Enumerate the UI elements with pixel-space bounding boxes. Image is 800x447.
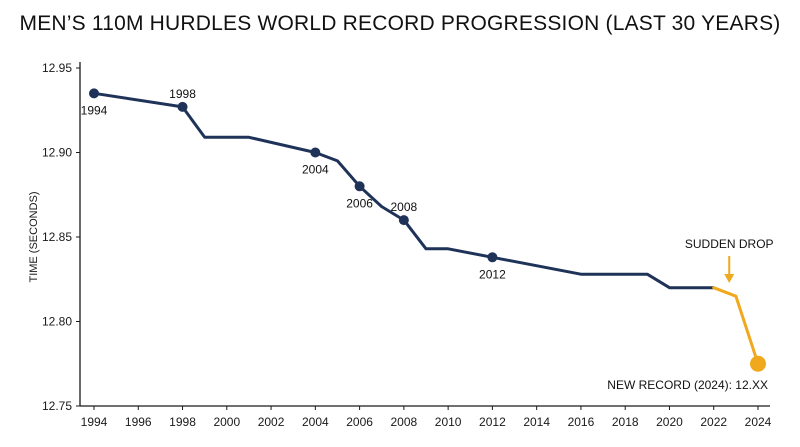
x-tick-label: 2006	[346, 415, 373, 429]
x-tick-label: 1996	[125, 415, 152, 429]
data-point-marker	[89, 88, 99, 99]
y-tick-label: 12.75	[42, 399, 72, 413]
chart-title: MEN’S 110M HURDLES WORLD RECORD PROGRESS…	[19, 12, 781, 35]
x-tick-label: 2016	[568, 415, 595, 429]
y-tick-label: 12.90	[42, 146, 72, 160]
x-tick-label: 1998	[169, 415, 196, 429]
y-tick-label: 12.80	[42, 315, 72, 329]
x-tick-label: 2024	[745, 415, 772, 429]
sudden-drop-line	[712, 286, 760, 366]
data-point-marker	[354, 181, 365, 192]
x-tick-label: 2008	[391, 415, 418, 429]
data-point-marker	[487, 252, 498, 263]
data-point-label: 2012	[479, 267, 506, 281]
x-tick-label: 2002	[258, 415, 285, 429]
y-tick-label: 12.85	[42, 230, 72, 244]
x-tick-label: 2022	[700, 415, 727, 429]
record-progression-line	[92, 91, 716, 290]
data-point-label: 1998	[169, 87, 196, 101]
sudden-drop-label: SUDDEN DROP	[685, 237, 774, 251]
x-tick-label: 2012	[479, 415, 506, 429]
new-record-label: NEW RECORD (2024): 12.XX	[607, 378, 768, 392]
data-point-marker	[177, 101, 188, 112]
x-tick-label: 2010	[435, 415, 462, 429]
x-tick-label: 2000	[213, 415, 240, 429]
sudden-drop-arrow-icon	[724, 274, 735, 283]
x-tick-label: 2004	[302, 415, 329, 429]
x-tick-label: 2020	[656, 415, 683, 429]
data-point-label: 2006	[346, 196, 373, 210]
data-point-label: 1994	[81, 103, 108, 117]
data-point-marker	[310, 147, 321, 158]
x-tick-label: 1994	[81, 415, 108, 429]
new-record-marker	[750, 355, 766, 372]
y-axis-title: TIME (SECONDS)	[28, 191, 40, 282]
data-point-marker	[398, 215, 409, 226]
data-point-label: 2004	[302, 163, 329, 177]
data-point-label: 2008	[391, 200, 418, 214]
x-tick-label: 2018	[612, 415, 639, 429]
x-tick-label: 2014	[523, 415, 550, 429]
y-tick-label: 12.95	[42, 61, 72, 75]
